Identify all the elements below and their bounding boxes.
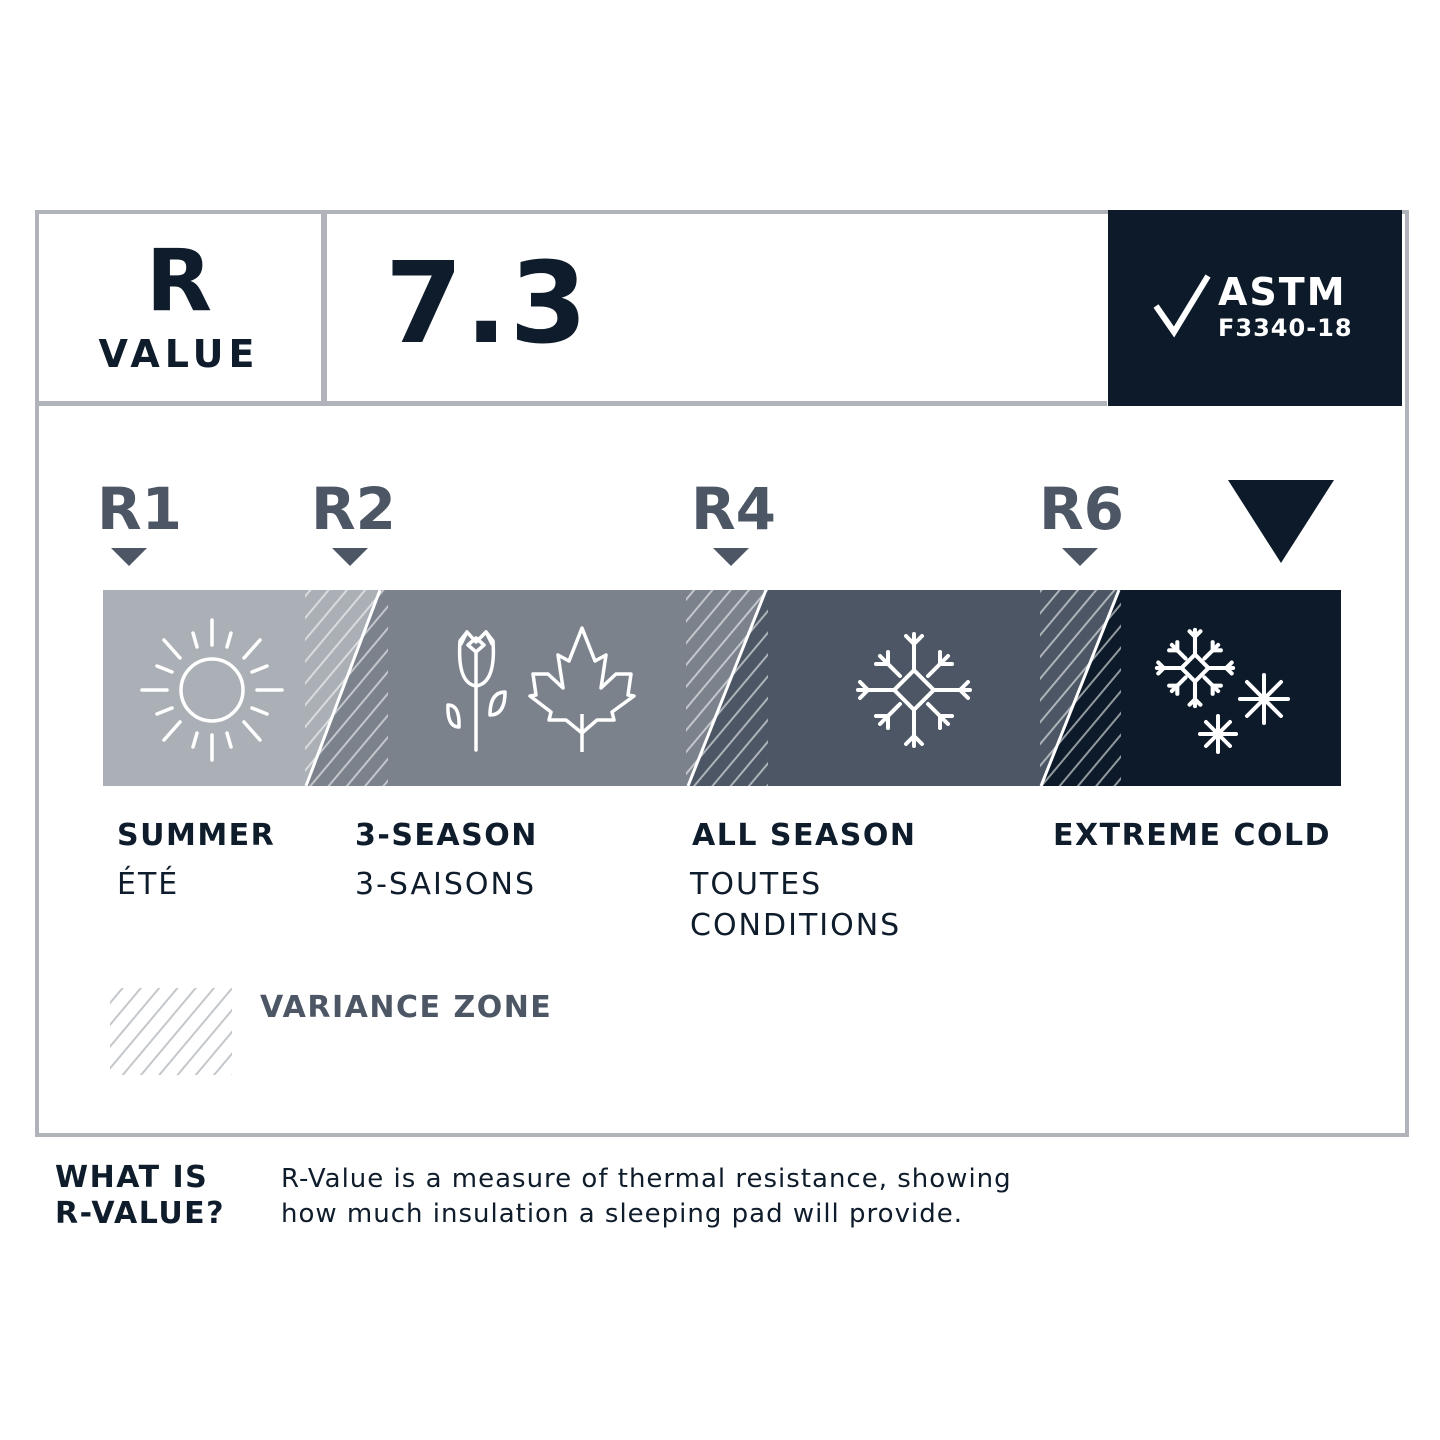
sub-3season: 3-SAISONS [355, 867, 537, 902]
divider [37, 401, 1107, 406]
footer-desc-line: R-Value is a measure of thermal resistan… [281, 1164, 1012, 1194]
segment-3season [305, 590, 687, 786]
label-allseason: ALL SEASON [692, 818, 917, 853]
maple-leaf-icon [528, 626, 636, 752]
snowflakes-icon [1157, 630, 1290, 754]
r-word: VALUE [98, 332, 260, 376]
checkmark-icon [1153, 274, 1211, 338]
sun-icon [140, 618, 284, 762]
sub-line: TOUTES [690, 867, 823, 902]
label-3season: 3-SEASON [355, 818, 538, 853]
legend-label: VARIANCE ZONE [260, 990, 553, 1025]
sub-allseason: TOUTES CONDITIONS [690, 864, 901, 946]
rvalue-card [35, 210, 1409, 1137]
marker-r6: R6 [1039, 475, 1125, 543]
marker-r4: R4 [691, 475, 777, 543]
footer-title-line: WHAT IS [55, 1160, 209, 1195]
triangle-down-icon [1228, 480, 1334, 563]
marker-arrow [332, 548, 368, 566]
r-letter: R [145, 231, 213, 331]
r-value-number: 7.3 [385, 239, 590, 369]
marker-r1: R1 [97, 475, 183, 543]
snowflake-icon [856, 632, 972, 748]
astm-title: ASTM [1218, 270, 1347, 314]
marker-arrow [111, 548, 147, 566]
label-extreme: EXTREME COLD [1053, 818, 1332, 853]
footer-desc-line: how much insulation a sleeping pad will … [281, 1199, 963, 1229]
sub-line: CONDITIONS [690, 908, 902, 943]
footer-description: R-Value is a measure of thermal resistan… [281, 1162, 1012, 1232]
divider [321, 214, 327, 402]
marker-arrow [1062, 548, 1098, 566]
variance-zone-swatch [110, 988, 232, 1075]
astm-badge: ASTM F3340-18 [1108, 210, 1402, 406]
label-summer: SUMMER [117, 818, 276, 853]
footer-title: WHAT IS R-VALUE? [55, 1160, 225, 1232]
astm-code: F3340-18 [1218, 314, 1353, 342]
sub-summer: ÉTÉ [117, 867, 180, 902]
tulip-icon [446, 630, 507, 752]
footer-title-line: R-VALUE? [55, 1196, 226, 1231]
marker-r2: R2 [311, 475, 397, 543]
marker-arrow [713, 548, 749, 566]
